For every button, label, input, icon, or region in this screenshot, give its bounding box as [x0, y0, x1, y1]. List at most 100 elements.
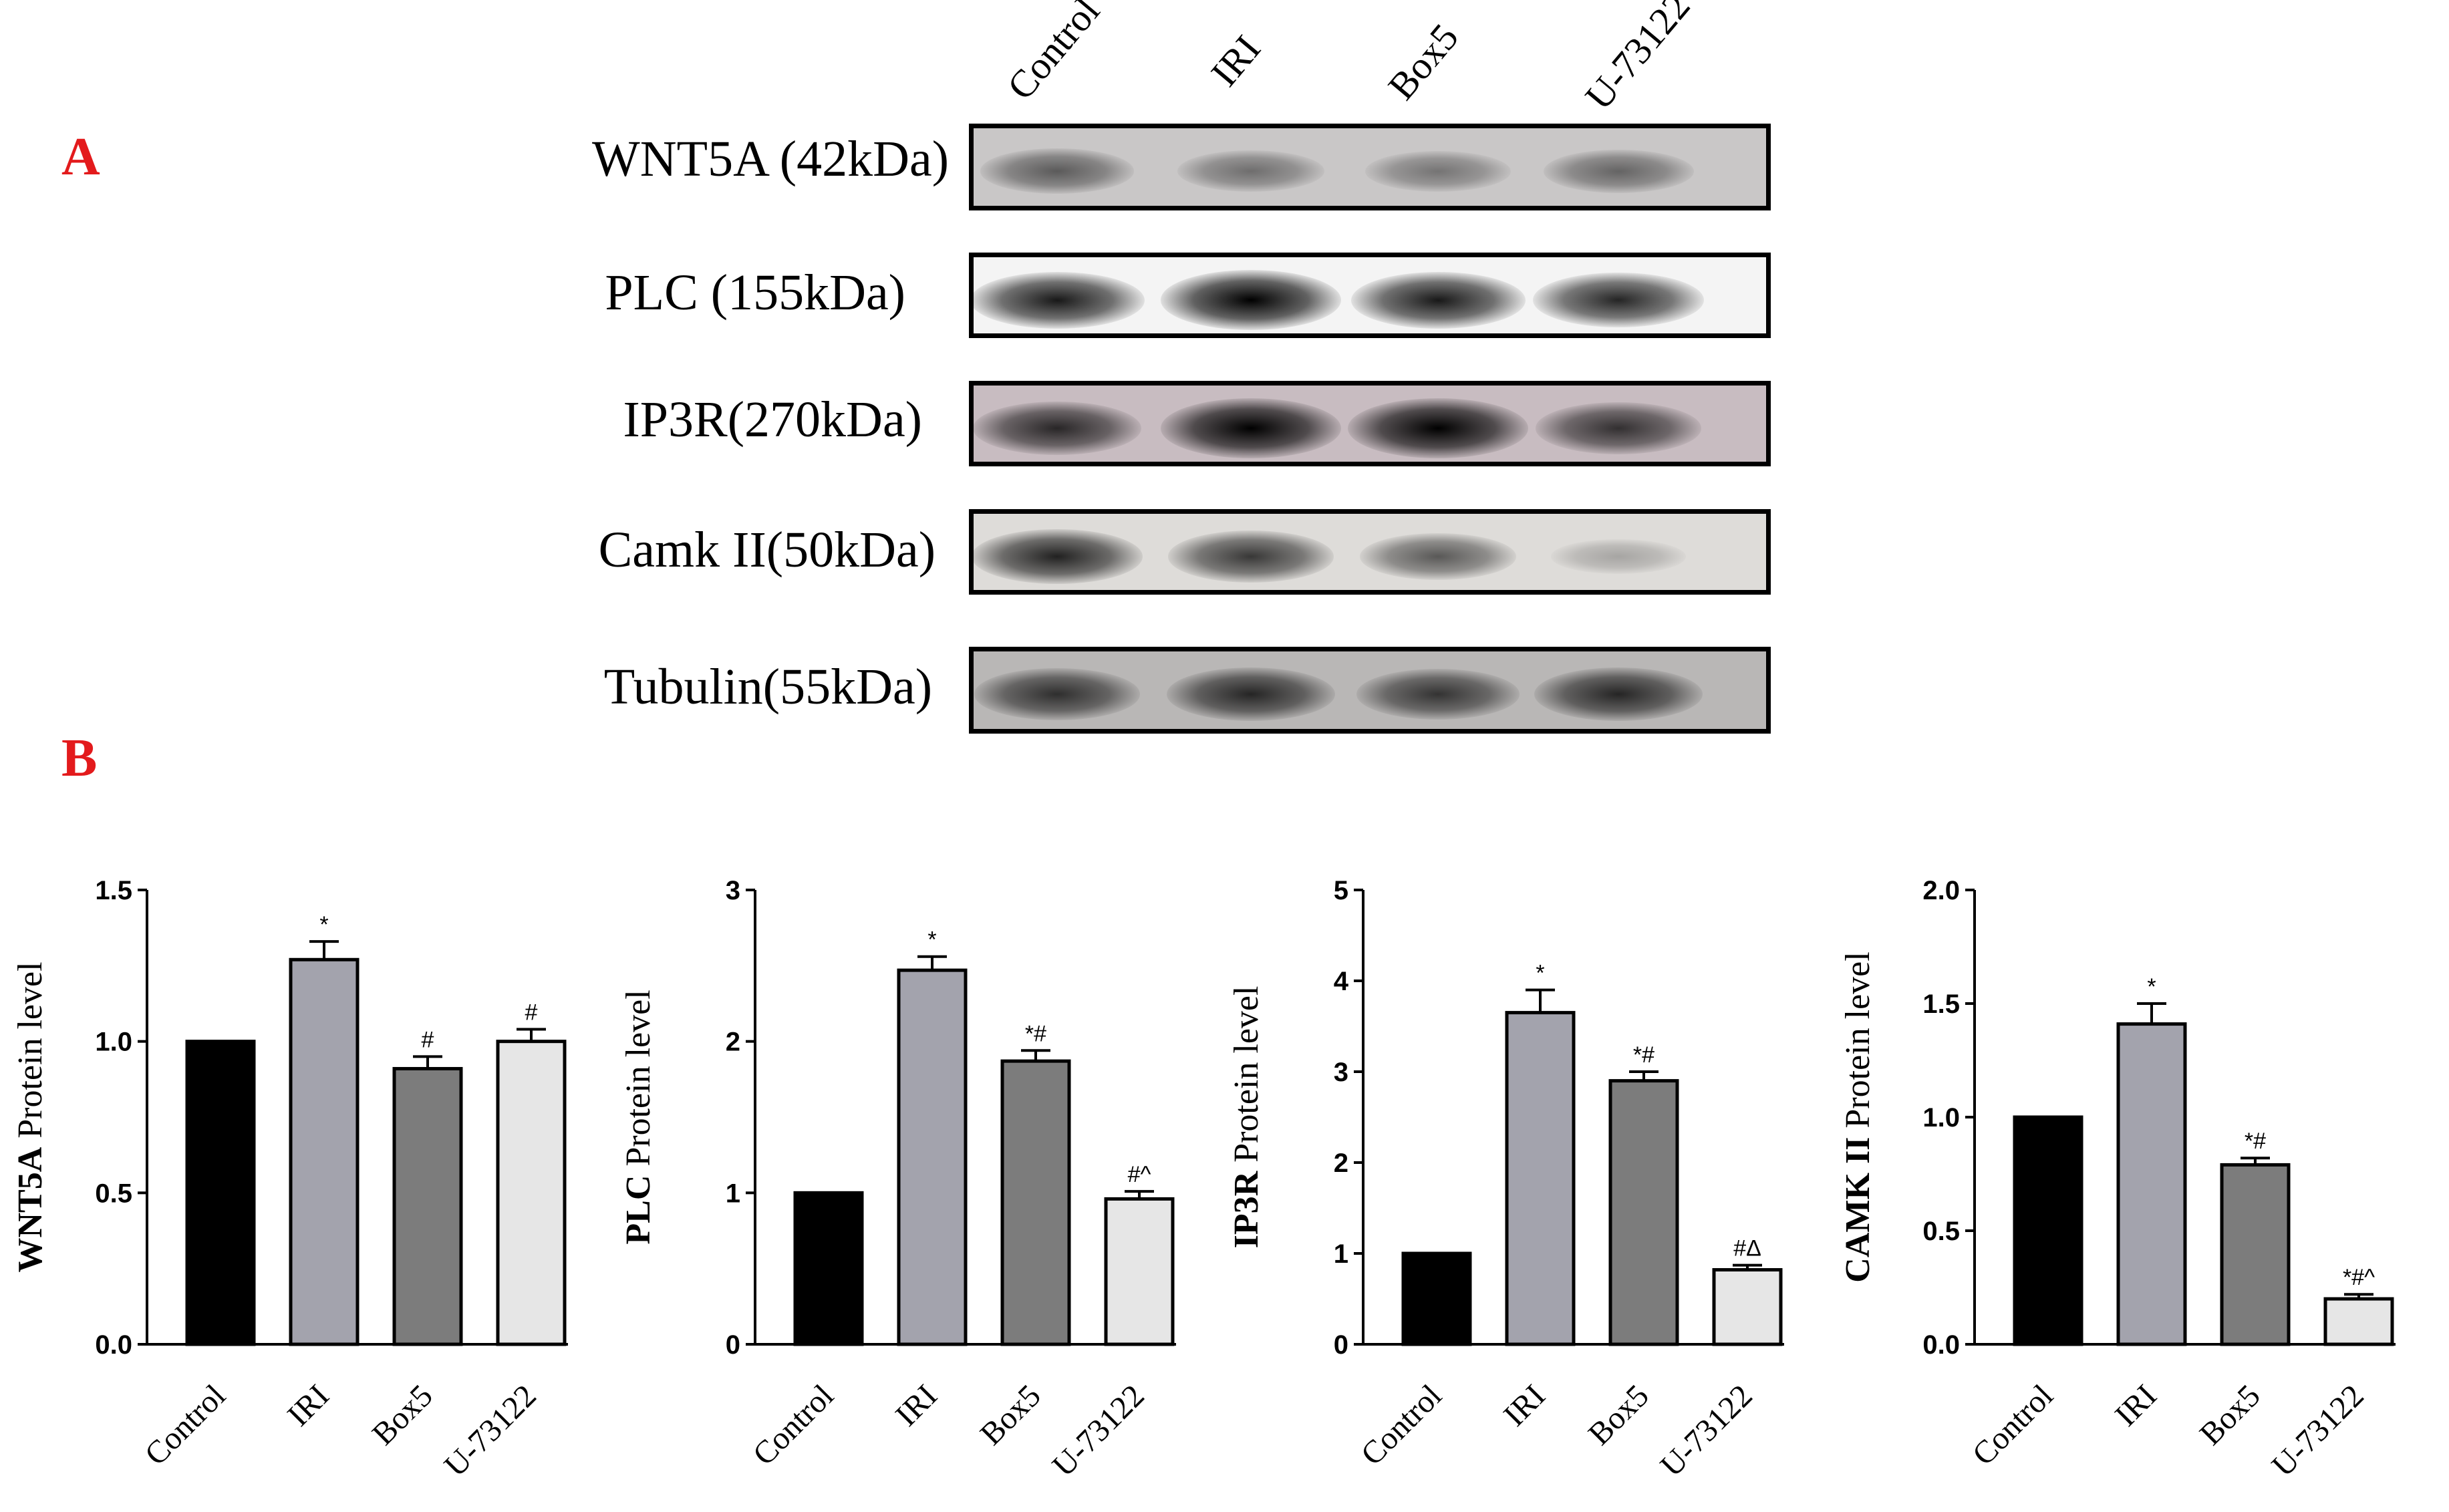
- y-tick-label: 2: [1334, 1149, 1348, 1178]
- bar: [897, 968, 968, 1346]
- y-tick-label: 3: [1334, 1058, 1348, 1087]
- significance-label: *: [1536, 961, 1544, 986]
- blot-band: [1365, 150, 1511, 192]
- y-tick-label: 3: [726, 876, 740, 905]
- lane-label-u73122: U-73122: [1576, 0, 1699, 118]
- y-axis-label-bold: PLC: [619, 1175, 658, 1245]
- blot-band: [1543, 149, 1694, 193]
- y-axis-label-bold: CAMK II: [1839, 1137, 1877, 1283]
- blot-label-tubulin: Tubulin(55kDa): [603, 659, 932, 715]
- bar: [392, 1066, 463, 1346]
- y-tick-label: 2.0: [1922, 876, 1960, 905]
- bar: [1505, 1011, 1576, 1346]
- significance-label: #: [525, 1000, 538, 1026]
- y-axis-label-bold: IP3R: [1228, 1170, 1266, 1248]
- y-axis-label: WNT5A Protein level: [11, 961, 49, 1272]
- y-tick-label: 0: [1334, 1330, 1348, 1360]
- significance-label: *#: [2245, 1128, 2266, 1154]
- y-axis-label: CAMK II Protein level: [1839, 951, 1877, 1282]
- y-tick-label: 1.5: [95, 876, 132, 905]
- bar: [2013, 1115, 2083, 1346]
- chart-plc: 0 1 2 3 PLC Protein level Control * IRI *# Box5 #^…: [619, 876, 1176, 1483]
- blot-label-wnt5a: WNT5A (42kDa): [592, 131, 949, 187]
- y-axis-label-rest: Protein level: [11, 961, 49, 1147]
- blot-band: [1360, 533, 1516, 580]
- significance-label: *: [927, 927, 936, 953]
- x-tick-label: Control: [1354, 1378, 1449, 1472]
- x-tick-label: Box5: [366, 1378, 440, 1452]
- y-axis-label: PLC Protein level: [619, 990, 658, 1244]
- blot-band: [974, 271, 1145, 329]
- blot-band: [980, 148, 1134, 194]
- bar: [185, 1040, 256, 1346]
- chart-wnt5a: 0.0 0.5 1.0 1.5 WNT5A Protein level Control * I…: [11, 876, 568, 1483]
- y-axis-label: IP3R Protein level: [1228, 986, 1266, 1249]
- blot-band: [1161, 270, 1341, 330]
- y-tick-label: 4: [1334, 967, 1349, 996]
- y-axis-label-rest: Protein level: [1228, 986, 1266, 1171]
- x-tick-label: Box5: [2193, 1378, 2267, 1452]
- x-tick-label: IRI: [2108, 1378, 2164, 1433]
- blot-label-camk: Camk II(50kDa): [598, 522, 935, 578]
- blot-band: [974, 528, 1143, 585]
- blot-tubulin: [969, 647, 1771, 734]
- y-axis-label-bold: WNT5A: [11, 1147, 49, 1272]
- x-tick-label: U-73122: [1654, 1378, 1759, 1483]
- x-tick-label: Control: [138, 1378, 233, 1472]
- x-tick-label: U-73122: [438, 1378, 543, 1483]
- chart-camk: 0.0 0.5 1.0 1.5 2.0 CAMK II Protein level Cont…: [1839, 876, 2396, 1483]
- significance-label: #^: [1128, 1162, 1151, 1187]
- y-tick-label: 0.0: [95, 1330, 132, 1360]
- y-tick-label: 5: [1334, 876, 1348, 905]
- y-tick-label: 0.5: [1922, 1217, 1960, 1246]
- significance-label: #Δ: [1733, 1236, 1761, 1261]
- blot-band: [1161, 398, 1341, 458]
- blot-band: [974, 402, 1141, 455]
- blot-camk: [969, 509, 1771, 595]
- blot-band: [1550, 539, 1687, 575]
- y-tick-label: 1: [726, 1179, 740, 1208]
- bar: [2220, 1163, 2291, 1346]
- x-tick-label: Box5: [974, 1378, 1048, 1452]
- lane-label-iri: IRI: [1202, 27, 1269, 95]
- blot-plc: [969, 253, 1771, 338]
- bar: [1104, 1197, 1175, 1346]
- y-tick-label: 1.5: [1922, 990, 1960, 1019]
- blot-band: [1167, 667, 1335, 721]
- blot-band: [1350, 271, 1526, 329]
- lane-label-box5: Box5: [1379, 15, 1467, 108]
- bar: [2116, 1022, 2187, 1346]
- y-axis-label-rest: Protein level: [1839, 951, 1877, 1137]
- blot-label-plc: PLC (155kDa): [605, 265, 905, 321]
- significance-label: *#: [1633, 1042, 1654, 1068]
- significance-label: *#^: [2343, 1265, 2375, 1290]
- significance-label: *: [2147, 974, 2156, 1000]
- x-tick-label: U-73122: [1046, 1378, 1151, 1483]
- bar: [1712, 1267, 1783, 1346]
- y-axis-label-rest: Protein level: [619, 990, 658, 1175]
- blot-band: [1534, 667, 1703, 721]
- significance-label: *#: [1025, 1021, 1046, 1046]
- x-tick-label: IRI: [1497, 1378, 1552, 1433]
- blot-band: [1532, 272, 1705, 328]
- bar: [496, 1040, 567, 1346]
- x-tick-label: U-73122: [2265, 1378, 2371, 1483]
- y-tick-label: 0: [726, 1330, 740, 1360]
- y-tick-label: 1.0: [1922, 1103, 1960, 1132]
- bar: [1608, 1079, 1679, 1346]
- blot-label-ip3r: IP3R(270kDa): [623, 392, 922, 448]
- bar: [289, 957, 359, 1346]
- lane-label-control: Control: [998, 0, 1109, 108]
- panel-a-letter: A: [61, 128, 100, 186]
- bar: [793, 1191, 864, 1346]
- blot-band: [1168, 531, 1334, 583]
- significance-label: #: [422, 1027, 434, 1052]
- x-tick-label: Control: [746, 1378, 841, 1472]
- blot-band: [1348, 398, 1528, 458]
- y-tick-label: 1: [1334, 1239, 1348, 1269]
- blot-band: [974, 668, 1140, 720]
- significance-label: *: [319, 912, 328, 937]
- blot-wnt5a: [969, 124, 1771, 210]
- x-tick-label: IRI: [281, 1378, 336, 1433]
- x-tick-label: Control: [1966, 1378, 2060, 1472]
